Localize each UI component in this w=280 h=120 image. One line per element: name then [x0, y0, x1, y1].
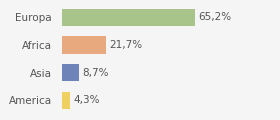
Bar: [62, 36, 106, 54]
Text: 4,3%: 4,3%: [73, 95, 100, 105]
Text: 8,7%: 8,7%: [82, 68, 109, 78]
Text: 65,2%: 65,2%: [198, 12, 231, 22]
Bar: [62, 64, 80, 81]
Text: 21,7%: 21,7%: [109, 40, 142, 50]
Bar: [62, 92, 70, 109]
Bar: [62, 9, 195, 26]
